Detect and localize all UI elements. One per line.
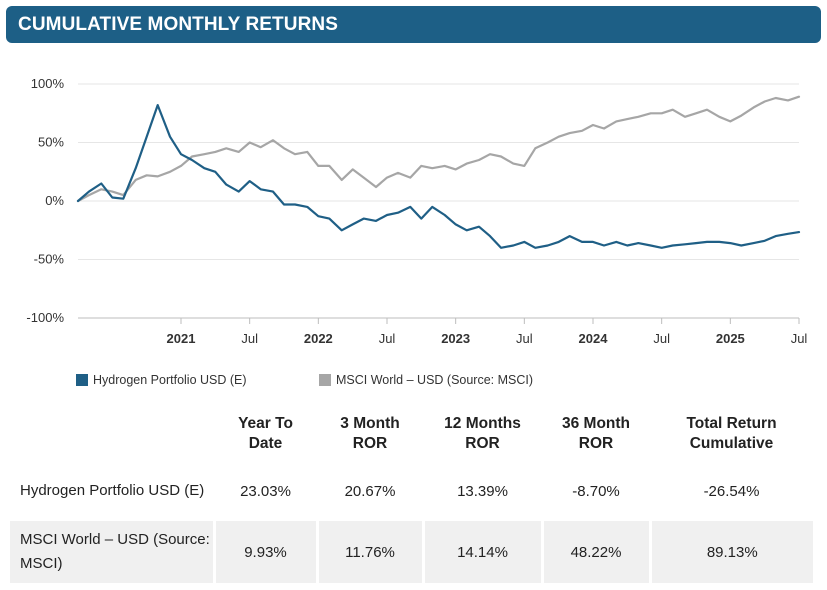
row-label: Hydrogen Portfolio USD (E) bbox=[20, 482, 205, 499]
line-chart: 100% 50% 0% -50% -100% 2021 Jul 2022 Jul 2023 Jul 2… bbox=[26, 76, 808, 346]
x-tick-label: 2021 bbox=[167, 331, 196, 346]
x-tick-label: Jul bbox=[379, 331, 396, 346]
table-cell: 13.39% bbox=[457, 482, 508, 500]
x-tick-label: Jul bbox=[241, 331, 258, 346]
table-header-36m: 36 Month ROR bbox=[561, 415, 631, 452]
x-tick-label: 2024 bbox=[579, 331, 609, 346]
table-cell: 9.93% bbox=[212, 521, 317, 583]
table-header-total: Total Return Cumulative bbox=[686, 415, 777, 452]
legend-swatch-hydrogen bbox=[76, 374, 88, 386]
header-bar: CUMULATIVE MONTHLY RETURNS bbox=[6, 6, 821, 43]
x-tick-label: 2025 bbox=[716, 331, 745, 346]
returns-table: Year To Date 3 Month ROR 12 Months ROR 3… bbox=[10, 407, 813, 583]
table-header-ytd: Year To Date bbox=[238, 415, 293, 452]
legend-item-msci[interactable]: MSCI World – USD (Source: MSCI) bbox=[319, 373, 533, 387]
y-tick-label: 50% bbox=[38, 135, 64, 150]
table-cell: 14.14% bbox=[421, 521, 542, 583]
x-tick-label: Jul bbox=[791, 331, 808, 346]
table-cell: -26.54% bbox=[703, 482, 760, 500]
table-row: MSCI World – USD (Source: MSCI) 9.93% 11… bbox=[10, 521, 813, 583]
legend-label-msci: MSCI World – USD (Source: MSCI) bbox=[336, 373, 534, 387]
table-header-row: Year To Date 3 Month ROR 12 Months ROR 3… bbox=[10, 407, 813, 461]
table-cell: 23.03% bbox=[240, 482, 291, 500]
y-tick-label: -50% bbox=[34, 252, 65, 267]
series-line-msci bbox=[76, 95, 801, 203]
table-cell: 20.67% bbox=[344, 482, 396, 500]
legend-item-hydrogen[interactable]: Hydrogen Portfolio USD (E) bbox=[76, 373, 247, 387]
table-header-empty bbox=[10, 407, 214, 461]
series-line-hydrogen bbox=[76, 104, 801, 249]
x-tick-label: Jul bbox=[516, 331, 533, 346]
x-tick-label: Jul bbox=[653, 331, 670, 346]
table-cell: -8.70% bbox=[572, 482, 620, 500]
table-row: Hydrogen Portfolio USD (E) 23.03% 20.67%… bbox=[10, 461, 813, 521]
y-tick-label: -100% bbox=[26, 310, 64, 325]
x-tick-label: 2022 bbox=[304, 331, 333, 346]
table-header-12m: 12 Months ROR bbox=[444, 415, 521, 452]
table-header-3m: 3 Month ROR bbox=[340, 415, 400, 452]
table-cell: 11.76% bbox=[315, 521, 423, 583]
y-tick-label: 100% bbox=[31, 76, 65, 91]
table-cell: 48.22% bbox=[540, 521, 650, 583]
table-cell: 89.13% bbox=[648, 521, 813, 583]
legend-label-hydrogen: Hydrogen Portfolio USD (E) bbox=[93, 373, 247, 387]
x-tick-label: 2023 bbox=[441, 331, 470, 346]
legend-swatch-msci bbox=[319, 374, 331, 386]
chart-title: CUMULATIVE MONTHLY RETURNS bbox=[18, 14, 338, 35]
y-tick-label: 0% bbox=[45, 193, 64, 208]
row-label: MSCI World – USD (Source: MSCI) bbox=[10, 521, 214, 583]
